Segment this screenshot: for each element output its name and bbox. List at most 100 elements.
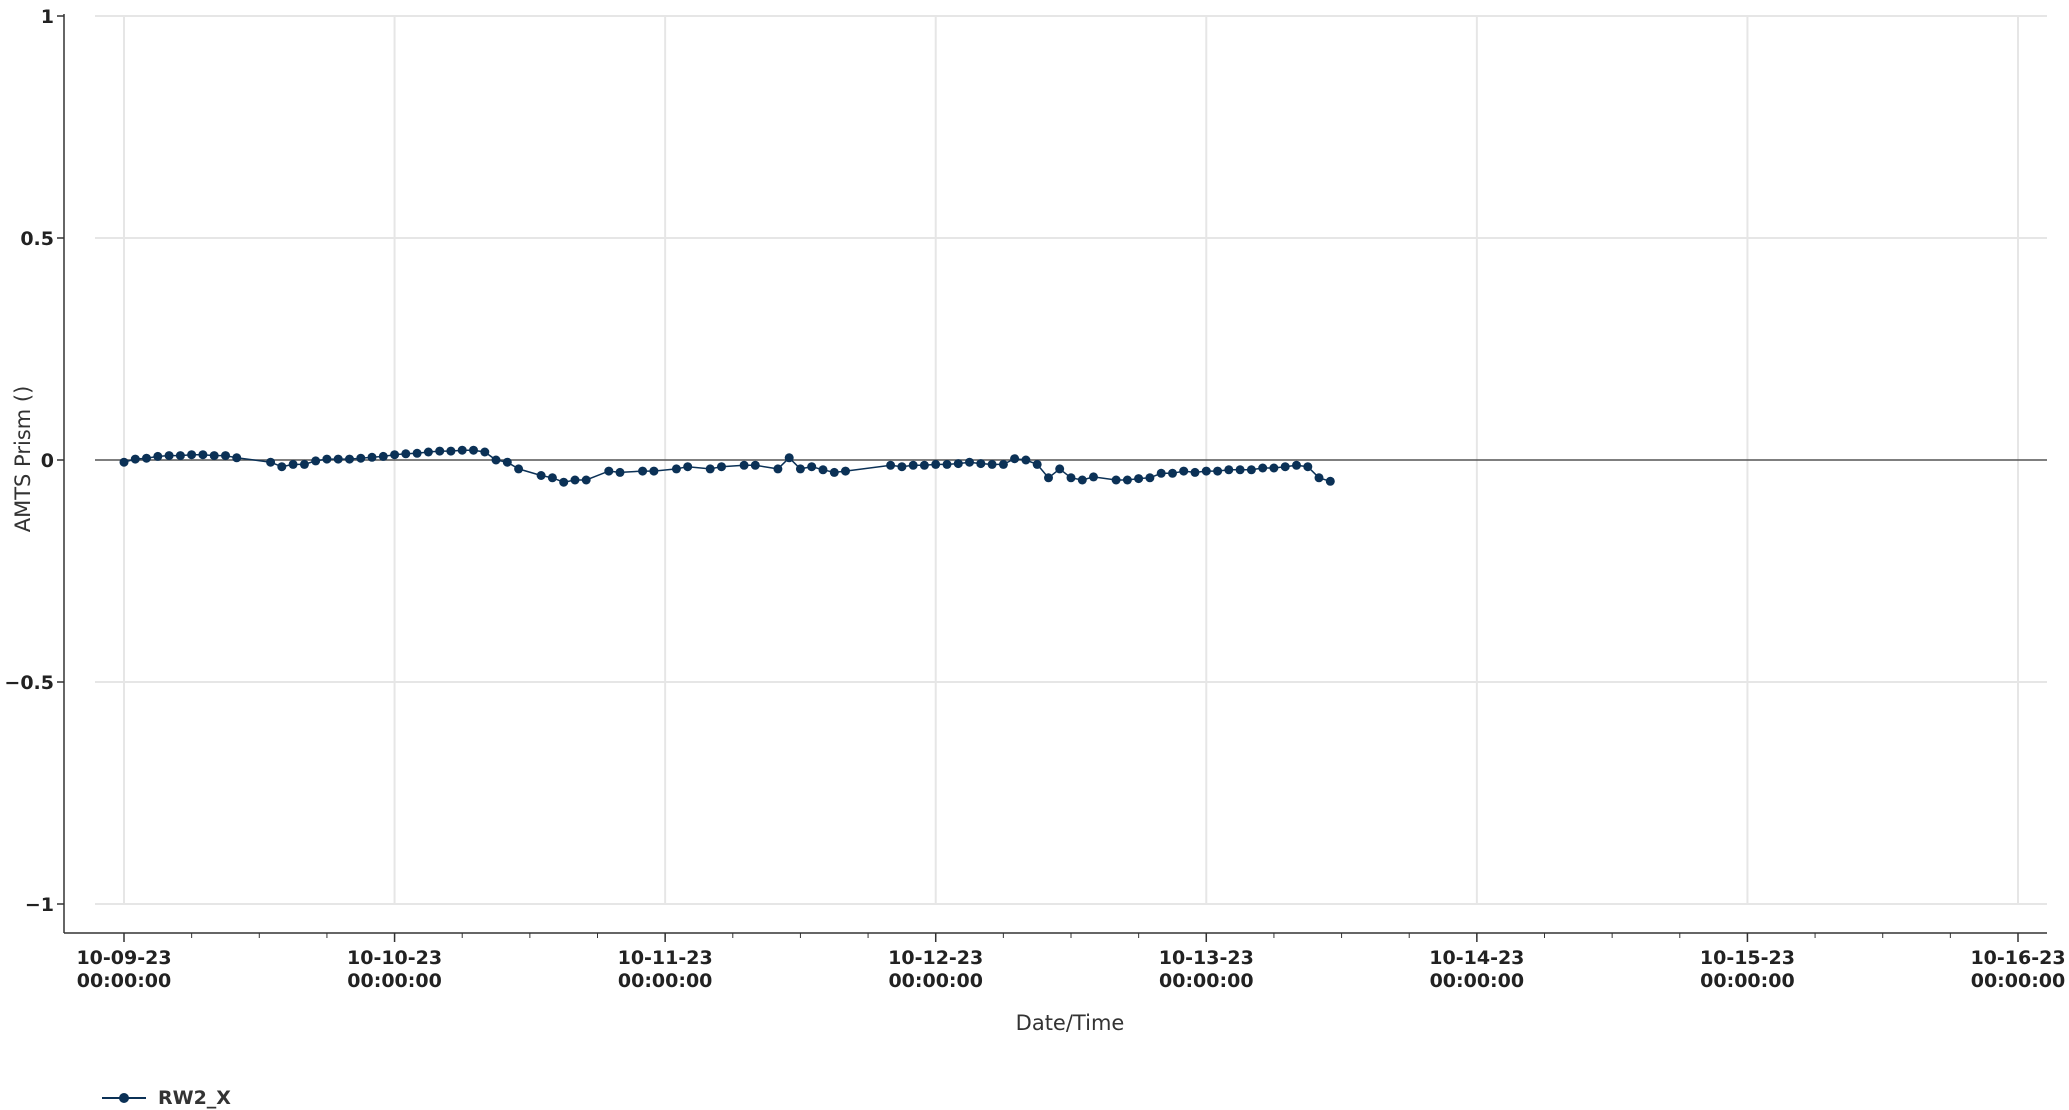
data-point — [1325, 476, 1335, 486]
y-axis-ticks: 1 0.5 0 −0.5 −1 — [4, 6, 64, 916]
data-point — [142, 453, 151, 463]
data-point — [705, 464, 715, 474]
data-point — [1122, 475, 1132, 485]
x-tick-label-date: 10-13-23 — [1159, 947, 1254, 969]
data-point — [198, 450, 208, 460]
data-point — [671, 464, 681, 474]
y-tick-label: −1 — [25, 894, 54, 916]
y-axis-title: AMTS Prism () — [11, 386, 35, 533]
data-point — [739, 460, 749, 470]
x-tick-label-date: 10-09-23 — [76, 947, 171, 969]
axes — [63, 14, 2047, 934]
data-point — [412, 448, 422, 458]
data-point — [965, 457, 974, 467]
x-axis-ticks: 10-09-2300:00:0010-10-2300:00:0010-11-23… — [76, 933, 2066, 992]
x-tick-label-time: 00:00:00 — [1159, 970, 1254, 992]
data-point — [1134, 474, 1144, 484]
x-tick-label-date: 10-16-23 — [1970, 947, 2065, 969]
data-point — [604, 466, 614, 476]
data-point — [514, 464, 524, 474]
data-point — [1280, 462, 1290, 472]
line-chart: 10.50−0.5−1 10-09-2300:00:0010-10-2300:0… — [4, 6, 2066, 1035]
data-point — [491, 455, 501, 465]
data-point — [581, 475, 591, 485]
data-point — [1032, 459, 1042, 469]
data-point — [1044, 473, 1053, 483]
data-point — [1089, 472, 1098, 482]
data-point — [536, 471, 546, 480]
x-axis-title: Date/Time — [1016, 1011, 1125, 1035]
plot-area — [119, 445, 1335, 487]
data-point — [345, 454, 354, 464]
data-point — [1145, 473, 1155, 483]
data-point — [367, 452, 377, 462]
data-point — [266, 457, 276, 467]
data-point — [1314, 473, 1324, 483]
data-point — [221, 451, 230, 461]
data-point — [931, 459, 941, 469]
data-point — [446, 446, 456, 456]
data-point — [1156, 468, 1166, 478]
data-point — [559, 477, 569, 487]
data-point — [1077, 475, 1087, 485]
data-point — [333, 454, 343, 464]
data-point — [187, 450, 197, 460]
data-point — [1168, 468, 1177, 478]
data-point — [469, 445, 478, 455]
legend[interactable]: RW2_X — [100, 1086, 231, 1110]
y-tick-label: −0.5 — [4, 672, 54, 694]
data-point — [130, 454, 140, 464]
data-point — [570, 475, 580, 485]
data-point — [886, 460, 896, 470]
data-point — [784, 453, 794, 463]
data-point — [1303, 462, 1313, 472]
data-point — [1224, 465, 1234, 475]
data-point — [1292, 460, 1301, 470]
data-point — [807, 462, 817, 472]
data-point — [1269, 463, 1279, 473]
data-point — [998, 459, 1008, 469]
data-point — [615, 467, 625, 477]
data-point — [547, 473, 557, 483]
data-point — [1213, 466, 1223, 476]
x-tick-label-time: 00:00:00 — [1971, 970, 2066, 992]
x-tick-label-date: 10-14-23 — [1429, 947, 1524, 969]
data-point — [209, 451, 219, 461]
data-point — [288, 459, 298, 469]
data-point — [638, 466, 648, 476]
data-point — [277, 462, 287, 472]
data-point — [953, 459, 963, 469]
data-point — [1111, 475, 1121, 485]
data-point — [841, 466, 850, 476]
data-point — [322, 454, 332, 464]
data-point — [1010, 454, 1020, 464]
data-point — [480, 447, 490, 457]
x-tick-label-time: 00:00:00 — [347, 970, 442, 992]
data-point — [829, 467, 839, 477]
x-tick-label-time: 00:00:00 — [888, 970, 983, 992]
data-point — [164, 451, 174, 461]
x-tick-label-date: 10-12-23 — [888, 947, 983, 969]
data-point — [1066, 473, 1076, 483]
x-tick-label-time: 00:00:00 — [1430, 970, 1525, 992]
x-tick-label-time: 00:00:00 — [618, 970, 713, 992]
data-point — [356, 453, 366, 463]
data-point — [683, 462, 693, 472]
y-tick-label: 0.5 — [20, 228, 54, 250]
data-point — [1235, 465, 1245, 475]
data-point — [908, 460, 918, 470]
data-point — [717, 462, 726, 472]
data-point — [153, 451, 163, 461]
x-tick-label-date: 10-15-23 — [1700, 947, 1795, 969]
data-point — [897, 462, 907, 472]
data-point — [502, 457, 512, 467]
legend-label-rw2-x: RW2_X — [158, 1087, 231, 1109]
x-tick-label-time: 00:00:00 — [1700, 970, 1795, 992]
x-tick-label-time: 00:00:00 — [77, 970, 172, 992]
data-point — [795, 464, 805, 474]
data-point — [1246, 465, 1256, 475]
data-point — [919, 460, 929, 470]
data-point — [1021, 455, 1031, 465]
data-point — [378, 451, 388, 461]
data-point — [457, 445, 467, 455]
